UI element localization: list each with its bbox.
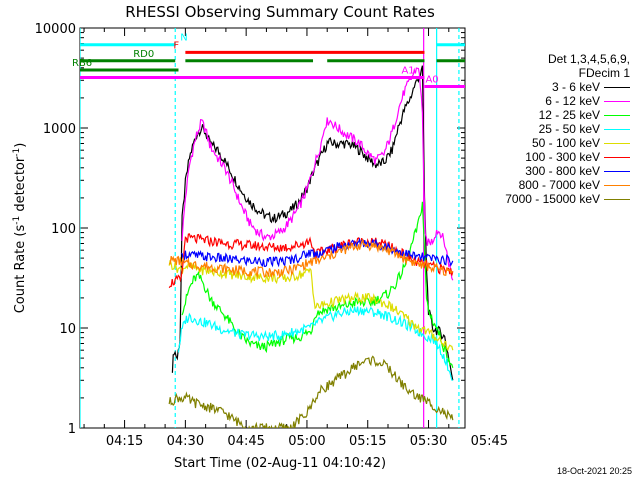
x-tick-label: 04:30 [167, 434, 204, 449]
legend-swatch [604, 114, 630, 116]
legend: Det 1,3,4,5,6,9, FDecim 1 3 - 6 keV 6 - 1… [478, 52, 630, 206]
series-line [168, 233, 454, 289]
series-line [169, 238, 454, 279]
legend-entry: 25 - 50 keV [478, 122, 630, 136]
y-tick-label: 1000 [43, 122, 76, 137]
flag-label: A1 [401, 65, 414, 76]
series-line [181, 67, 454, 281]
legend-entry-label: 3 - 6 keV [551, 80, 600, 94]
x-tick-label: 05:00 [288, 434, 325, 449]
flag-label: N [180, 33, 187, 44]
legend-entry-label: 25 - 50 keV [538, 122, 600, 136]
plot-frame [79, 27, 466, 429]
y-axis-label-part: Count Rate (s [13, 225, 28, 314]
series-line [168, 355, 454, 428]
series-line [168, 259, 454, 352]
legend-swatch [604, 142, 630, 144]
legend-entry: 6 - 12 keV [478, 94, 630, 108]
legend-swatch [604, 100, 630, 102]
legend-entry: 50 - 100 keV [478, 136, 630, 150]
legend-swatch [604, 128, 630, 130]
y-axis-label-part: ) [13, 143, 28, 148]
legend-entry-label: 800 - 7000 keV [518, 178, 600, 192]
legend-entry-label: 7000 - 15000 keV [505, 192, 600, 206]
legend-entry: 7000 - 15000 keV [478, 192, 630, 206]
flag-label: A0 [425, 75, 438, 86]
flag-label: RB6 [72, 58, 92, 69]
y-axis-label-part: detector [13, 156, 28, 216]
legend-swatch [604, 184, 630, 186]
series-line [181, 201, 454, 368]
x-tick-label: 05:30 [410, 434, 447, 449]
legend-entry-label: 300 - 800 keV [525, 164, 600, 178]
series-line [181, 237, 454, 268]
legend-entry-label: 50 - 100 keV [531, 136, 600, 150]
legend-swatch [604, 156, 630, 158]
legend-entry: 3 - 6 keV [478, 80, 630, 94]
legend-swatch [604, 198, 630, 200]
legend-entry: 100 - 300 keV [478, 150, 630, 164]
legend-entry: 12 - 25 keV [478, 108, 630, 122]
legend-entry-label: 12 - 25 keV [538, 108, 600, 122]
legend-header-line: FDecim 1 [578, 66, 630, 80]
y-axis-label-sup: -1 [12, 148, 22, 157]
legend-entry: 800 - 7000 keV [478, 178, 630, 192]
x-tick-label: 05:15 [349, 434, 386, 449]
x-tick-label: 04:15 [106, 434, 143, 449]
x-tick-label: 04:45 [227, 434, 264, 449]
legend-header-line: Det 1,3,4,5,6,9, [547, 52, 630, 66]
flag-label: RD0 [133, 49, 154, 60]
generation-timestamp: 18-Oct-2021 20:25 [556, 466, 632, 476]
legend-entry: 300 - 800 keV [478, 164, 630, 178]
y-tick-label: 100 [51, 222, 76, 237]
y-tick-label: 10000 [35, 22, 76, 37]
plot-area: 1 10 100 1000 10000 04:15 04:30 04:45 05:00 05:15… [35, 22, 508, 449]
y-tick-label: 1 [68, 422, 76, 437]
legend-entry-label: 6 - 12 keV [545, 94, 600, 108]
x-tick-label: 05:45 [471, 434, 508, 449]
legend-entries: 3 - 6 keV 6 - 12 keV 12 - 25 keV 25 - 50 ke… [478, 80, 630, 206]
flag-label: F [173, 40, 179, 51]
y-axis-label: Count Rate (s-1 detector-1) [12, 143, 28, 314]
chart-title: RHESSI Observing Summary Count Rates [125, 3, 435, 21]
legend-entry-label: 100 - 300 keV [525, 150, 600, 164]
series-line [177, 305, 453, 381]
y-axis-label-sup: -1 [12, 216, 22, 225]
legend-swatch [604, 170, 630, 172]
y-tick-label: 10 [59, 322, 76, 337]
x-axis-label: Start Time (02-Aug-11 04:10:42) [174, 456, 386, 471]
series-line [171, 65, 454, 381]
legend-swatch [604, 86, 630, 88]
